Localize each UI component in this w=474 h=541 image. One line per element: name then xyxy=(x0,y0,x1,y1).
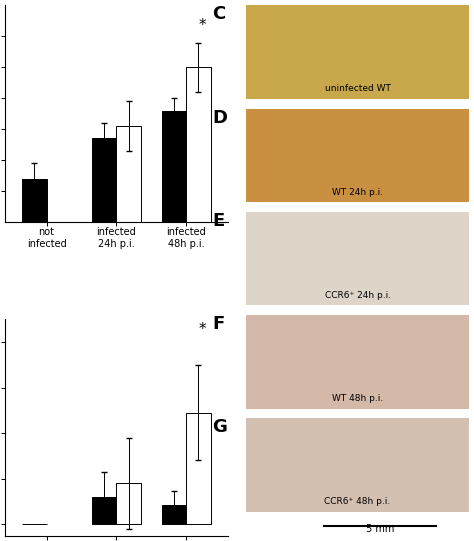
Bar xyxy=(22,179,46,541)
Bar xyxy=(162,110,186,541)
Text: 5 mm: 5 mm xyxy=(366,524,394,534)
Bar xyxy=(92,138,117,541)
Bar xyxy=(92,497,117,524)
Text: E: E xyxy=(212,212,225,230)
Text: F: F xyxy=(212,315,225,333)
Bar xyxy=(162,505,186,524)
Text: G: G xyxy=(212,418,228,437)
Text: CCR6⁺ 24h p.i.: CCR6⁺ 24h p.i. xyxy=(325,291,391,300)
Text: C: C xyxy=(212,5,226,23)
Text: WT 24h p.i.: WT 24h p.i. xyxy=(332,188,383,196)
Text: WT 48h p.i.: WT 48h p.i. xyxy=(332,394,383,403)
Text: CCR6⁺ 48h p.i.: CCR6⁺ 48h p.i. xyxy=(325,497,391,506)
Text: uninfected WT: uninfected WT xyxy=(325,84,391,94)
Text: D: D xyxy=(212,109,228,127)
Bar xyxy=(186,413,210,524)
Bar xyxy=(117,126,141,541)
Text: *: * xyxy=(198,322,206,338)
Bar xyxy=(186,67,210,541)
Bar xyxy=(117,483,141,524)
Text: *: * xyxy=(198,18,206,33)
